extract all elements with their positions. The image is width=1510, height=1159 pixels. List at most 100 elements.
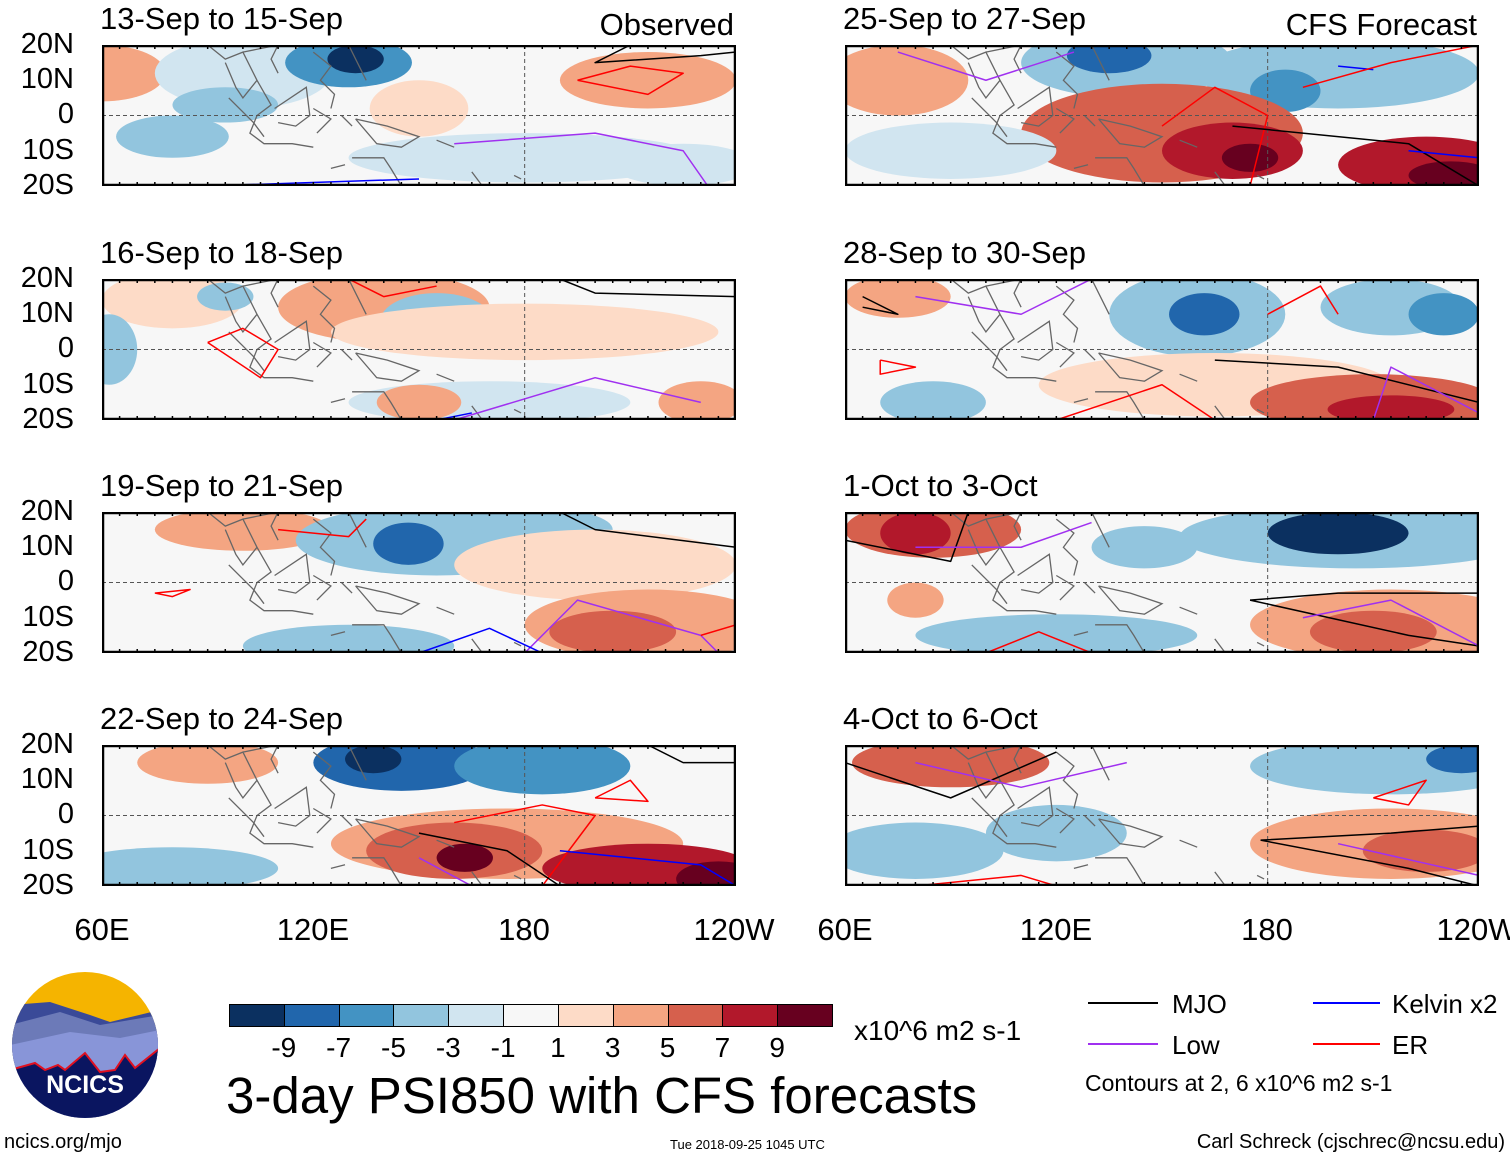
colorbar-swatch bbox=[612, 1004, 669, 1027]
lat-label: 0 bbox=[57, 565, 74, 598]
panel-frame bbox=[845, 45, 1479, 186]
anomaly-region bbox=[369, 80, 469, 137]
anomaly-region bbox=[1408, 293, 1479, 336]
anomaly-region bbox=[658, 381, 736, 420]
anomaly-region bbox=[559, 52, 736, 109]
ncics-logo: NCICS bbox=[10, 970, 160, 1120]
legend-label-mjo: MJO bbox=[1172, 989, 1227, 1019]
anomaly-region bbox=[880, 512, 951, 555]
colorbar-tick-label: 3 bbox=[604, 1032, 621, 1063]
footer-url[interactable]: ncics.org/mjo bbox=[4, 1131, 122, 1153]
legend-line-low bbox=[1088, 1043, 1158, 1045]
contour-line bbox=[559, 279, 736, 298]
colorbar-swatch bbox=[283, 1004, 340, 1027]
anomaly-region bbox=[116, 115, 229, 158]
contour-line bbox=[454, 804, 596, 886]
anomaly-region bbox=[880, 381, 986, 420]
lat-label: 0 bbox=[57, 332, 74, 365]
lat-label: 20N bbox=[20, 728, 74, 760]
lon-label: 60E bbox=[74, 912, 130, 947]
colorbar-swatch bbox=[338, 1004, 395, 1027]
contour-line bbox=[594, 45, 736, 64]
colorbar-swatch bbox=[777, 1004, 833, 1027]
contour-note: Contours at 2, 6 x10^6 m2 s-1 bbox=[1085, 1070, 1393, 1096]
map-panel bbox=[845, 279, 1479, 420]
anomaly-region bbox=[1066, 45, 1152, 74]
contour-line bbox=[418, 857, 473, 886]
colorbar-swatch bbox=[722, 1004, 779, 1027]
coastline bbox=[207, 45, 522, 186]
coastline bbox=[950, 45, 1265, 186]
colorbar-swatch bbox=[229, 1004, 285, 1027]
legend-label-er: ER bbox=[1392, 1030, 1429, 1060]
legend-line-er bbox=[1313, 1043, 1380, 1045]
anomaly-region bbox=[549, 610, 677, 653]
colorbar-tick-label: 1 bbox=[550, 1032, 566, 1063]
contour-line bbox=[1056, 384, 1216, 420]
contour-line bbox=[454, 132, 709, 186]
lon-label: 120W bbox=[1436, 912, 1510, 947]
anomaly-region bbox=[1426, 745, 1479, 774]
contour-line bbox=[1260, 839, 1479, 886]
contour-line bbox=[348, 279, 437, 298]
map-panel bbox=[845, 512, 1479, 653]
colorbar-tick-label: -3 bbox=[435, 1032, 461, 1063]
lon-label: 180 bbox=[1241, 912, 1293, 947]
panel-frame bbox=[102, 512, 736, 653]
colorbar-tick-label: -7 bbox=[326, 1032, 352, 1063]
anomaly-region bbox=[1309, 610, 1437, 653]
colorbar-tick-label: 9 bbox=[769, 1032, 785, 1063]
contour-line bbox=[559, 850, 736, 886]
anomaly-region bbox=[373, 522, 444, 565]
contour-line bbox=[418, 832, 561, 886]
panel-title: 25-Sep to 27-Sep bbox=[843, 1, 1087, 36]
lat-label: 10S bbox=[22, 600, 74, 633]
contour-line bbox=[915, 279, 1092, 315]
contour-line bbox=[577, 65, 684, 96]
contour-line bbox=[1260, 825, 1479, 841]
anomaly-region bbox=[1267, 512, 1409, 555]
contour-line bbox=[418, 627, 543, 653]
contour-line bbox=[845, 751, 1057, 799]
contour-line bbox=[559, 512, 736, 548]
contour-line bbox=[647, 745, 736, 764]
lat-label: 10N bbox=[20, 530, 74, 563]
coastline bbox=[207, 745, 522, 886]
anomaly-region bbox=[845, 279, 951, 318]
lat-label: 20N bbox=[20, 262, 74, 294]
anomaly-region bbox=[345, 745, 402, 774]
lon-label: 180 bbox=[498, 912, 550, 947]
panel-source-label: Observed bbox=[599, 7, 734, 42]
anomaly-region bbox=[985, 804, 1127, 862]
panel-title: 13-Sep to 15-Sep bbox=[100, 1, 344, 36]
map-panel bbox=[845, 745, 1479, 886]
contour-line bbox=[915, 521, 1092, 548]
lon-label: 120E bbox=[276, 912, 350, 947]
footer-timestamp: Tue 2018-09-25 1045 UTC bbox=[670, 1137, 825, 1152]
contour-line bbox=[207, 327, 279, 379]
panel-frame bbox=[845, 279, 1479, 420]
lat-label: 0 bbox=[57, 98, 74, 131]
anomaly-region bbox=[915, 614, 1198, 653]
contour-line bbox=[897, 51, 1075, 81]
anomaly-region bbox=[137, 745, 279, 784]
colorbar-swatch bbox=[448, 1004, 505, 1027]
anomaly-region bbox=[454, 529, 736, 601]
contour-line bbox=[1232, 125, 1479, 186]
panel-title: 28-Sep to 30-Sep bbox=[843, 235, 1087, 270]
anomaly-region bbox=[1327, 395, 1455, 420]
logo-text: NCICS bbox=[46, 1071, 124, 1099]
map-panel bbox=[102, 745, 736, 886]
lat-label: 10N bbox=[20, 63, 74, 96]
contour-line bbox=[1214, 359, 1479, 404]
coastline bbox=[207, 512, 522, 653]
panel-frame bbox=[845, 512, 1479, 653]
legend-line-kelvin bbox=[1313, 1002, 1380, 1004]
contour-line bbox=[278, 518, 367, 538]
contour-line bbox=[154, 588, 191, 598]
panel-title: 16-Sep to 18-Sep bbox=[100, 235, 344, 270]
panel-source-label: CFS Forecast bbox=[1285, 7, 1477, 42]
contour-line bbox=[845, 512, 969, 563]
colorbar-tick-label: -5 bbox=[381, 1032, 406, 1063]
lat-label: 20S bbox=[22, 168, 74, 201]
